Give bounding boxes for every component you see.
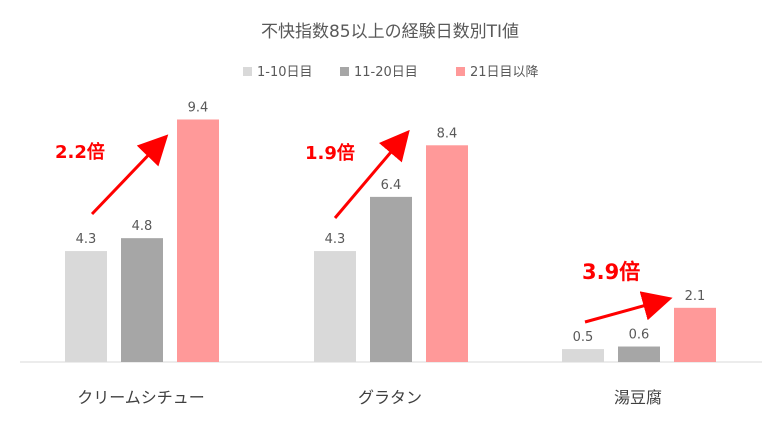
- annotation-label-2: 1.9倍: [305, 142, 355, 164]
- legend-swatch-1: [243, 67, 252, 76]
- value-label-2-2: 6.4: [381, 178, 402, 193]
- legend-swatch-2: [340, 67, 349, 76]
- value-label-2-1: 4.3: [325, 232, 346, 247]
- legend-label-1: 1-10日目: [257, 65, 313, 80]
- value-label-1-1: 4.3: [76, 232, 97, 247]
- legend-label-2: 11-20日目: [354, 65, 418, 80]
- category-label-3: 湯豆腐: [614, 388, 662, 407]
- annotation-arrow-2: [333, 129, 410, 219]
- legend-label-3: 21日目以降: [470, 65, 539, 80]
- bars-group: [65, 119, 716, 362]
- bar-2-1: [314, 251, 356, 362]
- bar-2-2: [370, 196, 412, 362]
- legend-swatch-3: [456, 67, 465, 76]
- legend: 1-10日目 11-20日目 21日目以降: [243, 65, 539, 80]
- category-label-1: クリームシチュー: [77, 388, 205, 407]
- category-labels-group: クリームシチュー グラタン 湯豆腐: [77, 388, 662, 407]
- bar-3-1: [562, 349, 604, 362]
- value-label-1-3: 9.4: [188, 100, 209, 115]
- value-label-3-2: 0.6: [629, 328, 650, 343]
- chart-title: 不快指数85以上の経験日数別TI値: [261, 22, 519, 42]
- annotation-label-1: 2.2倍: [55, 141, 105, 163]
- value-label-3-1: 0.5: [573, 330, 594, 345]
- value-labels-group: 4.3 4.8 9.4 4.3 6.4 8.4 0.5 0.6 2.1: [76, 100, 706, 345]
- annotation-arrow-3: [584, 291, 673, 324]
- bar-1-3: [177, 119, 219, 362]
- bar-1-2: [121, 238, 163, 362]
- bar-3-2: [618, 346, 660, 362]
- bar-1-1: [65, 251, 107, 362]
- annotation-arrow-1: [90, 134, 169, 216]
- annotation-label-3: 3.9倍: [582, 260, 640, 284]
- value-label-1-2: 4.8: [132, 219, 153, 234]
- annotations-group: 2.2倍 1.9倍 3.9倍: [55, 129, 673, 324]
- value-label-3-3: 2.1: [685, 289, 706, 304]
- bar-2-3: [426, 145, 468, 362]
- category-label-2: グラタン: [358, 388, 422, 407]
- value-label-2-3: 8.4: [437, 126, 458, 141]
- bar-3-3: [674, 307, 716, 362]
